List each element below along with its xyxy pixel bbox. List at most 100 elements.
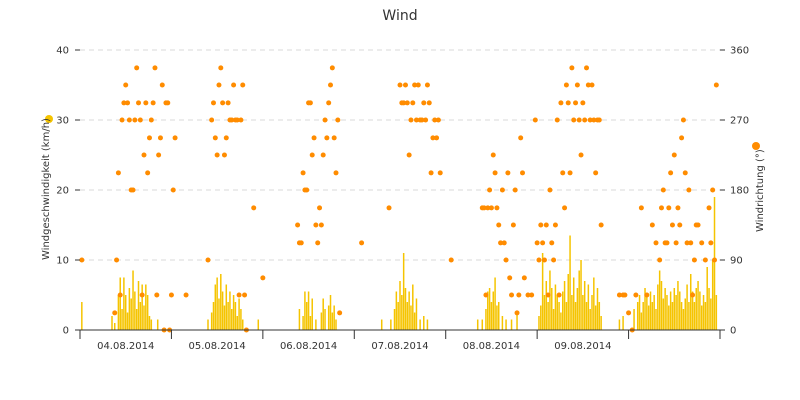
- speed-bar: [558, 302, 560, 330]
- speed-bar: [139, 302, 142, 330]
- speed-bar: [236, 316, 239, 330]
- speed-bar: [691, 291, 694, 330]
- speed-bar: [655, 309, 657, 330]
- x-tick-label: 08.08.2014: [463, 341, 520, 352]
- speed-bar: [117, 295, 120, 330]
- direction-point: [234, 117, 240, 123]
- speed-bar: [669, 291, 672, 330]
- direction-point: [580, 100, 586, 106]
- speed-bar: [223, 305, 226, 330]
- speed-bar: [598, 302, 601, 330]
- speed-bar: [232, 295, 235, 330]
- direction-point: [496, 222, 502, 228]
- left-tick-label: 20: [56, 186, 69, 197]
- direction-point: [401, 100, 407, 106]
- direction-point: [315, 240, 321, 246]
- direction-point: [587, 117, 593, 123]
- direction-point: [679, 135, 685, 141]
- direction-point: [242, 292, 248, 298]
- direction-point: [212, 135, 218, 141]
- direction-point: [490, 152, 496, 158]
- speed-bar: [538, 316, 540, 330]
- direction-point: [567, 170, 573, 176]
- direction-point: [209, 117, 215, 123]
- speed-bar: [419, 319, 421, 330]
- speed-bar: [234, 302, 237, 330]
- direction-point: [532, 117, 538, 123]
- direction-point: [488, 205, 494, 211]
- direction-point: [669, 222, 675, 228]
- speed-bar: [551, 288, 553, 330]
- direction-point: [565, 100, 571, 106]
- direction-point: [130, 187, 136, 193]
- direction-point: [593, 170, 599, 176]
- direction-point: [307, 100, 313, 106]
- direction-point: [134, 65, 140, 71]
- speed-bar: [143, 305, 145, 330]
- speed-bar: [410, 305, 412, 330]
- speed-bar: [636, 302, 639, 330]
- direction-point: [481, 205, 487, 211]
- speed-bar: [415, 298, 418, 330]
- direction-point: [359, 240, 365, 246]
- direction-point: [680, 117, 686, 123]
- speed-bar: [150, 319, 153, 330]
- direction-point: [658, 205, 664, 211]
- speed-bar: [640, 312, 643, 330]
- speed-bar: [298, 309, 301, 330]
- direction-point: [119, 117, 125, 123]
- speed-bar: [578, 270, 580, 330]
- direction-point: [430, 135, 436, 141]
- direction-point: [183, 292, 189, 298]
- speed-bar: [702, 295, 705, 330]
- direction-point: [397, 82, 403, 88]
- speed-bar: [81, 302, 83, 330]
- direction-point: [251, 205, 257, 211]
- direction-point: [318, 222, 324, 228]
- direction-point: [713, 82, 719, 88]
- direction-point: [518, 135, 524, 141]
- speed-legend-marker: [45, 115, 53, 123]
- direction-point: [560, 170, 566, 176]
- direction-point: [616, 292, 622, 298]
- speed-bar: [216, 277, 218, 330]
- direction-point: [309, 152, 315, 158]
- direction-point: [675, 205, 681, 211]
- speed-bar: [238, 298, 240, 330]
- speed-bar: [710, 298, 712, 330]
- speed-bar: [591, 295, 593, 330]
- direction-point: [492, 170, 498, 176]
- direction-point: [415, 82, 421, 88]
- direction-point: [507, 275, 513, 281]
- speed-bar: [618, 319, 621, 330]
- direction-point: [137, 117, 143, 123]
- speed-bar: [540, 305, 542, 330]
- direction-point: [324, 135, 330, 141]
- direction-point: [690, 292, 696, 298]
- direction-point: [125, 100, 131, 106]
- speed-bar: [651, 302, 654, 330]
- direction-point: [556, 292, 562, 298]
- direction-point: [591, 117, 597, 123]
- speed-bar: [668, 305, 670, 330]
- speed-bar: [516, 312, 518, 330]
- right-axis-ticks: 0 90 180 270 360: [720, 46, 749, 337]
- right-tick-label: 0: [730, 326, 736, 337]
- speed-bar: [680, 302, 683, 330]
- direction-point: [218, 65, 224, 71]
- speed-bar: [146, 295, 149, 330]
- direction-point: [435, 117, 441, 123]
- speed-bar: [706, 267, 708, 330]
- direction-point: [551, 257, 557, 263]
- direction-point: [331, 135, 337, 141]
- direction-point: [520, 170, 526, 176]
- direction-point: [313, 222, 319, 228]
- direction-point: [214, 152, 220, 158]
- direction-point: [157, 135, 163, 141]
- speed-bar: [124, 295, 127, 330]
- direction-point: [220, 100, 226, 106]
- direction-point: [304, 187, 310, 193]
- speed-bar: [130, 298, 132, 330]
- direction-point: [541, 257, 547, 263]
